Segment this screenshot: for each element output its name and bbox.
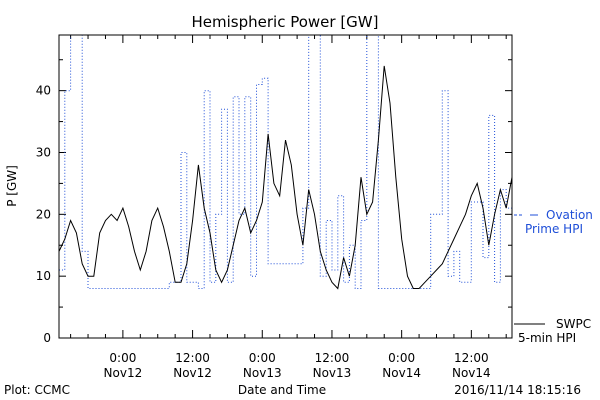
x-tick-label-time-4: 0:00 [388, 351, 415, 365]
plot-frame [58, 34, 513, 339]
legend-label-swpc-line1: SWPC [556, 317, 591, 331]
y-axis-label: P [GW] [5, 165, 19, 207]
series-ovation-prime-hpi-line [59, 34, 513, 289]
x-tick-label-date-2: Nov13 [243, 366, 282, 380]
y-tick-label-20: 20 [36, 207, 51, 221]
series-swpc-5min-hpi-line [58, 65, 513, 290]
y-tick-label-0: 0 [43, 331, 51, 345]
y-tick-label-10: 10 [36, 269, 51, 283]
legend-entry-ovation: Ovation Prime HPI [514, 208, 593, 236]
x-axis-ticks: 0:00Nov1212:00Nov120:00Nov1312:00Nov130:… [70, 35, 507, 380]
x-tick-label-date-0: Nov12 [104, 366, 143, 380]
legend-entry-swpc: SWPC 5-min HPI [514, 317, 591, 345]
legend-label-ovation-line2: Prime HPI [525, 222, 583, 236]
x-tick-label-time-5: 12:00 [454, 351, 489, 365]
footer-plot-credit: Plot: CCMC [4, 383, 70, 397]
x-tick-label-time-2: 0:00 [249, 351, 276, 365]
legend: Ovation Prime HPI SWPC 5-min HPI [514, 208, 593, 345]
x-tick-label-time-0: 0:00 [109, 351, 136, 365]
chart-title: Hemispheric Power [GW] [192, 13, 379, 31]
legend-label-ovation-line1: Ovation [546, 208, 593, 222]
plot-area [58, 34, 513, 290]
y-tick-label-40: 40 [36, 84, 51, 98]
y-axis-ticks: 0 10 20 30 40 [36, 59, 512, 345]
x-tick-label-time-3: 12:00 [315, 351, 350, 365]
legend-label-swpc-line2: 5-min HPI [518, 331, 576, 345]
footer-timestamp: 2016/11/14 18:15:16 [454, 383, 581, 397]
y-tick-label-30: 30 [36, 145, 51, 159]
x-tick-label-date-4: Nov14 [382, 366, 421, 380]
x-tick-label-time-1: 12:00 [175, 351, 210, 365]
x-tick-label-date-1: Nov12 [173, 366, 212, 380]
x-axis-label: Date and Time [238, 383, 326, 397]
x-tick-label-date-5: Nov14 [452, 366, 491, 380]
x-tick-label-date-3: Nov13 [313, 366, 352, 380]
